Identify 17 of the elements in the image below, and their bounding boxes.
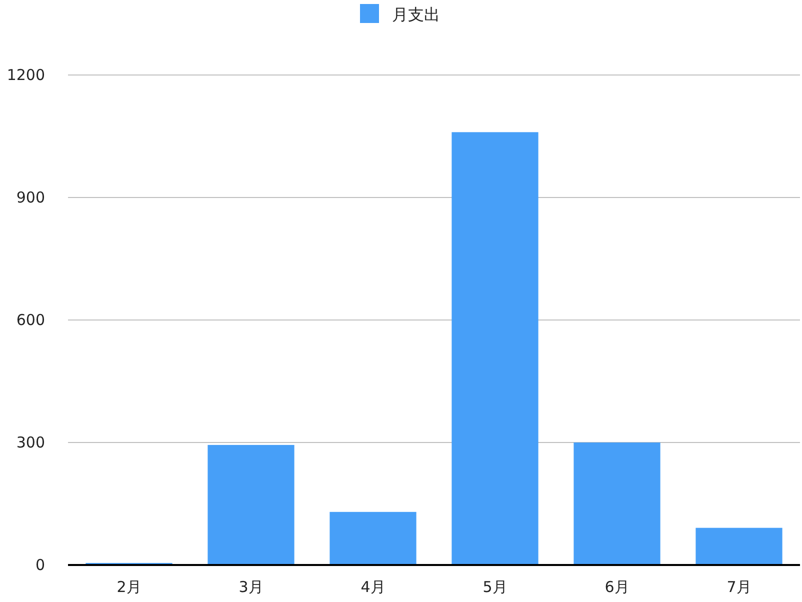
y-tick-label: 1200 xyxy=(6,66,45,84)
bar xyxy=(696,528,782,565)
bar xyxy=(330,512,416,565)
x-tick-label: 6月 xyxy=(604,578,630,596)
y-tick-label: 300 xyxy=(16,434,45,452)
x-tick-label: 2月 xyxy=(116,578,142,596)
y-tick-label: 0 xyxy=(35,556,45,574)
bar xyxy=(574,442,660,565)
bar xyxy=(452,132,538,565)
bar xyxy=(208,444,294,565)
x-tick-label: 4月 xyxy=(360,578,386,596)
x-tick-label: 7月 xyxy=(726,578,752,596)
y-tick-label: 600 xyxy=(16,311,45,329)
x-tick-label: 3月 xyxy=(238,578,264,596)
y-tick-label: 900 xyxy=(16,188,45,206)
x-tick-label: 5月 xyxy=(482,578,508,596)
legend-label: 月支出 xyxy=(392,5,440,24)
